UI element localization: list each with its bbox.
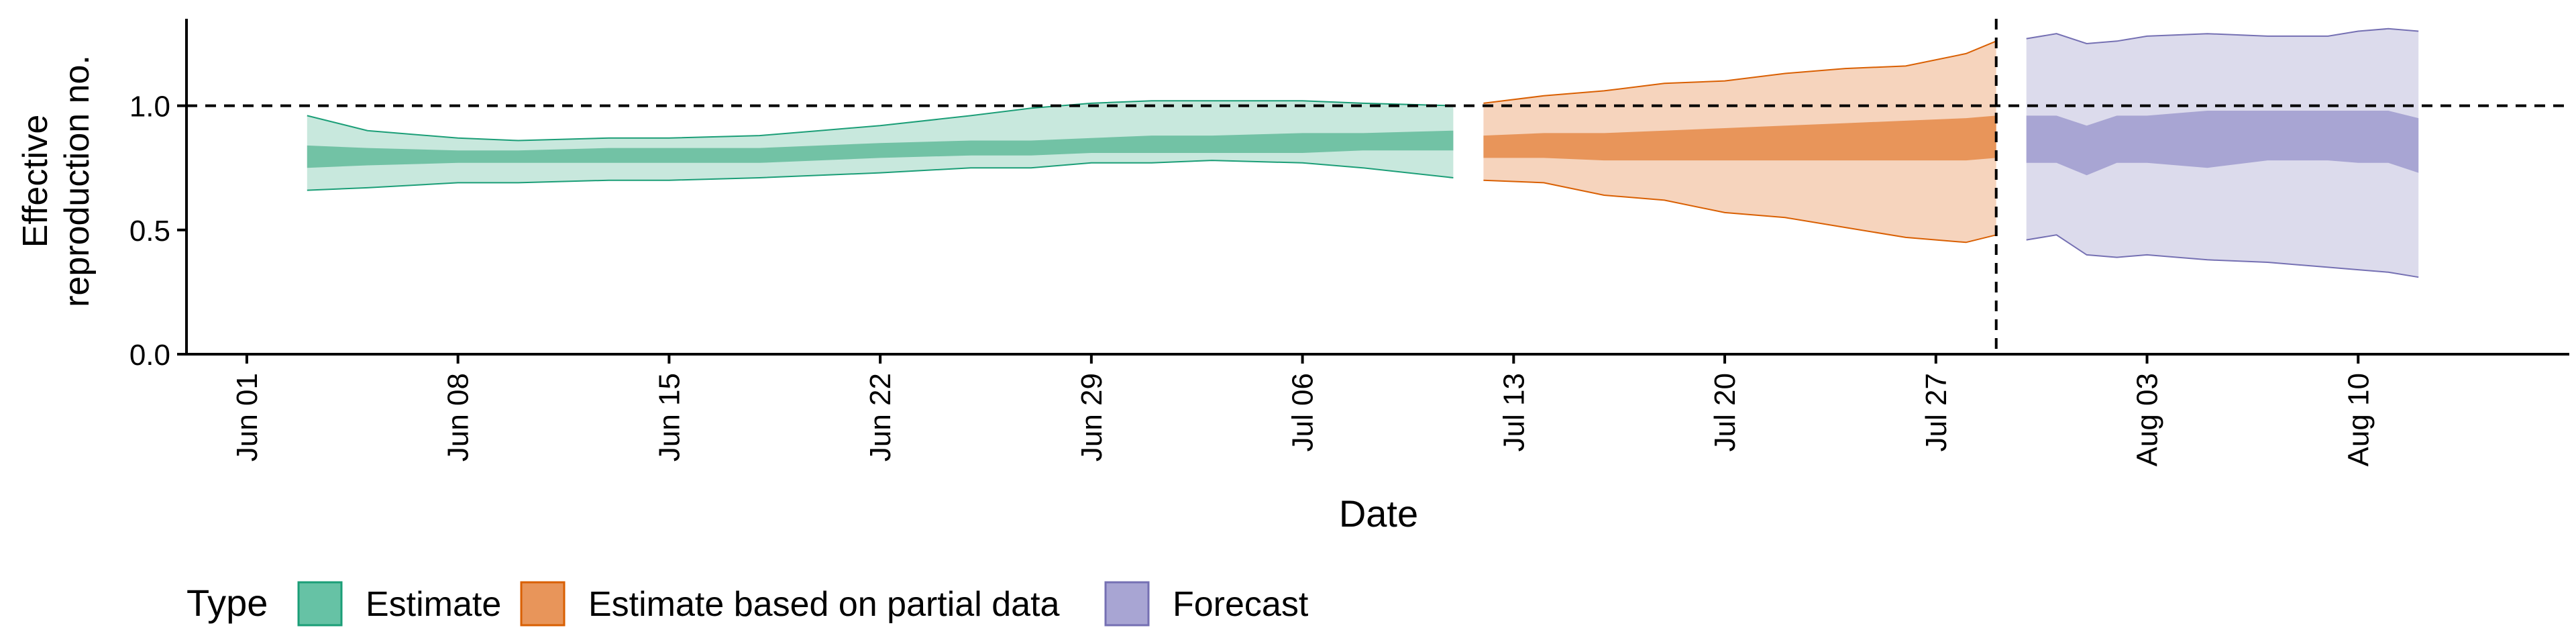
x-tick-label: Jul 20 [1709, 373, 1741, 451]
y-tick-label: 0.5 [129, 215, 170, 248]
x-tick-label: Jun 29 [1075, 373, 1108, 462]
legend-swatch-forecast [1104, 581, 1150, 627]
y-tick-label: 0.0 [129, 339, 170, 372]
y-axis-label-line1: Effective [16, 115, 55, 248]
lower-edge-forecast [2026, 234, 2419, 278]
upper-edge-estimate [307, 100, 1454, 142]
band-50-forecast [2026, 111, 2419, 176]
x-axis-label: Date [1339, 492, 1418, 535]
y-axis-label-line2: reproduction no. [58, 55, 97, 307]
lower-edge-estimate [307, 160, 1454, 191]
legend: Type Estimate Estimate based on partial d… [186, 581, 1309, 627]
lower-edge-estimate-based-on-partial-data [1483, 179, 1996, 244]
x-tick-label: Jul 27 [1920, 373, 1953, 451]
axes [185, 19, 2569, 356]
bands-layer [307, 28, 2419, 278]
upper-edge-estimate-based-on-partial-data [1483, 40, 1997, 104]
upper-edge-forecast [2026, 28, 2419, 45]
x-tick-label: Jun 15 [653, 373, 686, 462]
legend-swatch-estimate-based-on-partial-data [520, 581, 566, 627]
band-50-estimate [307, 130, 1454, 168]
x-tick-label: Aug 03 [2131, 373, 2164, 466]
legend-title: Type [186, 582, 268, 624]
y-tick-label: 1.0 [129, 91, 170, 123]
legend-label-estimate-based-on-partial-data: Estimate based on partial data [588, 585, 1060, 624]
band-50-estimate-based-on-partial-data [1483, 115, 1996, 161]
x-tick-label: Jul 13 [1497, 373, 1530, 451]
x-tick-label: Jun 08 [442, 373, 475, 462]
legend-swatch-estimate [297, 581, 343, 627]
x-tick-label: Jun 01 [231, 373, 264, 462]
tick-labels: 0.0 0.5 1.0 Jun 01 Jun 08 Jun 15 Jun 22 Jun 29 J… [129, 91, 2375, 467]
legend-label-forecast: Forecast [1173, 585, 1309, 624]
x-tick-label: Jul 06 [1287, 373, 1320, 451]
x-tick-label: Aug 10 [2342, 373, 2375, 466]
x-tick-label: Jun 22 [864, 373, 897, 462]
legend-label-estimate: Estimate [366, 585, 501, 624]
reference-lines [186, 19, 2569, 354]
